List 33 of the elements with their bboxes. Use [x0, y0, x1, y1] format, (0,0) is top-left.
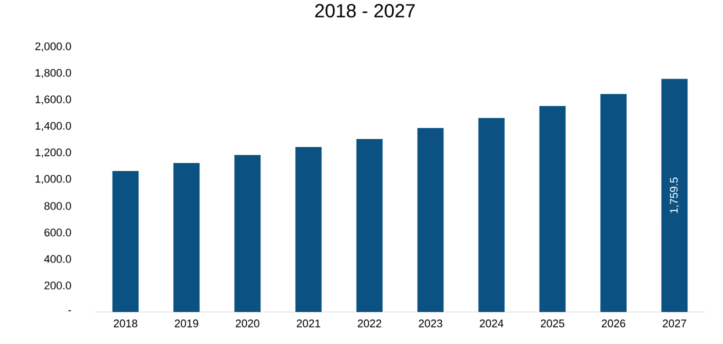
y-tick-label: 600.0 [44, 228, 72, 236]
y-tick-label: 1,200.0 [36, 148, 72, 158]
y-tick-label: 1,800.0 [36, 68, 72, 78]
x-tick-label: 2024 [480, 320, 504, 328]
bar [356, 138, 383, 312]
y-tick-label: 1,400.0 [36, 122, 72, 132]
bar [600, 94, 627, 312]
x-tick-label: 2023 [418, 320, 442, 328]
bar [417, 128, 444, 312]
bar [234, 154, 261, 312]
x-tick-label: 2027 [662, 320, 686, 328]
y-tick-label: 1,600.0 [36, 95, 72, 105]
bar [539, 106, 566, 312]
bar [173, 163, 200, 312]
y-tick-label: 200.0 [44, 282, 72, 290]
x-tick-label: 2021 [296, 320, 320, 328]
x-tick-label: 2019 [174, 320, 198, 328]
y-tick-label: - [68, 310, 71, 312]
x-tick-label: 2018 [114, 320, 138, 328]
y-tick-label: 800.0 [44, 202, 72, 210]
y-tick-label: 2,000.0 [35, 42, 72, 52]
y-tick-label: 1,000.0 [36, 174, 72, 184]
bar [478, 118, 505, 312]
bar [112, 171, 139, 312]
data-label: 1,759.5 [670, 178, 680, 213]
chart-title: 2018 - 2027 [315, 4, 415, 18]
x-tick-label: 2020 [236, 320, 260, 328]
x-tick-label: 2026 [602, 320, 626, 328]
bar [661, 78, 688, 312]
bar [295, 147, 322, 312]
y-tick-label: 400.0 [44, 255, 72, 263]
x-tick-label: 2022 [358, 320, 382, 328]
x-tick-label: 2025 [540, 320, 564, 328]
